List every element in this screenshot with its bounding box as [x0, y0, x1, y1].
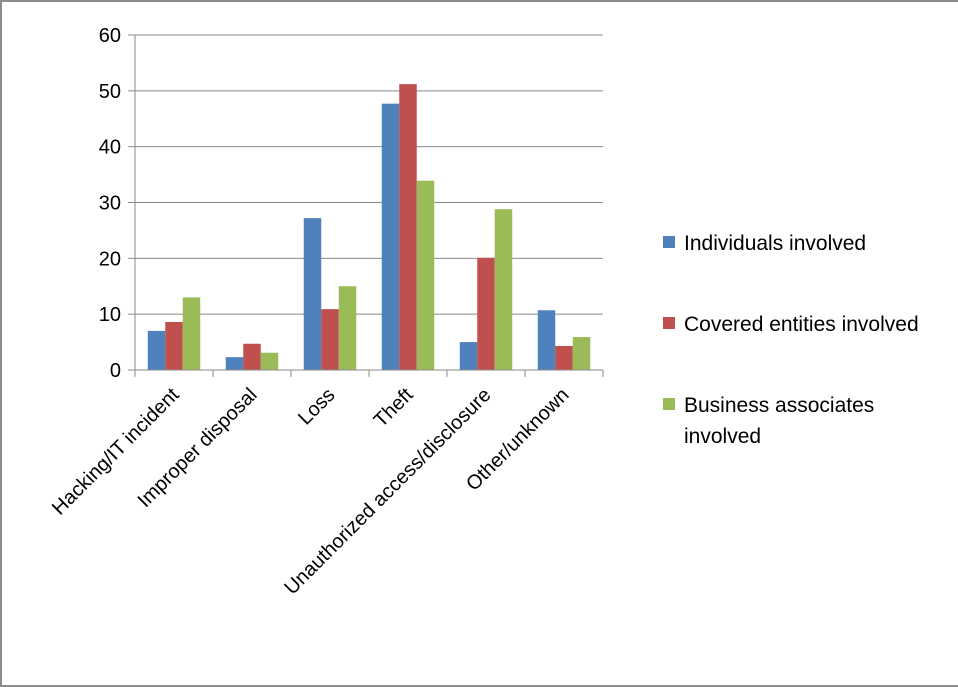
bar — [338, 286, 357, 370]
legend-swatch — [663, 236, 675, 248]
x-tick-label: Hacking/IT incident — [48, 384, 184, 520]
bar — [555, 345, 573, 370]
legend-label: Individuals involved — [684, 232, 866, 255]
y-tick-label: 0 — [110, 360, 121, 382]
bar — [147, 330, 166, 370]
bar — [537, 310, 556, 370]
y-tick-label: 10 — [99, 304, 121, 326]
x-tick-label: Loss — [294, 384, 339, 429]
bar — [243, 343, 261, 370]
legend-label: involved — [684, 425, 761, 448]
bar — [477, 257, 495, 370]
y-tick-label: 30 — [99, 193, 121, 215]
bar — [399, 84, 417, 370]
legend-swatch — [663, 317, 675, 329]
gridlines — [135, 34, 603, 315]
bars — [147, 84, 591, 371]
legend-label: Covered entities involved — [684, 313, 919, 336]
bar — [494, 209, 513, 370]
legend-label: Business associates — [684, 394, 874, 417]
bar — [260, 352, 279, 370]
legend: Individuals involved Covered entities inv… — [663, 232, 919, 448]
y-tick-label: 20 — [99, 248, 121, 270]
bar — [225, 357, 244, 370]
bar — [182, 297, 201, 370]
bar — [416, 180, 435, 370]
bar — [459, 342, 478, 370]
bar — [321, 309, 339, 370]
y-tick-label: 40 — [99, 137, 121, 159]
y-tick-label: 50 — [99, 81, 121, 103]
bar — [572, 337, 591, 370]
y-tick-label: 60 — [99, 25, 121, 47]
legend-swatch — [663, 398, 675, 410]
bar — [303, 218, 322, 370]
y-axis-ticks: 0 10 20 30 40 50 60 — [99, 25, 135, 382]
bar — [165, 321, 183, 370]
bar — [381, 103, 400, 371]
x-tick-label: Theft — [370, 384, 418, 432]
